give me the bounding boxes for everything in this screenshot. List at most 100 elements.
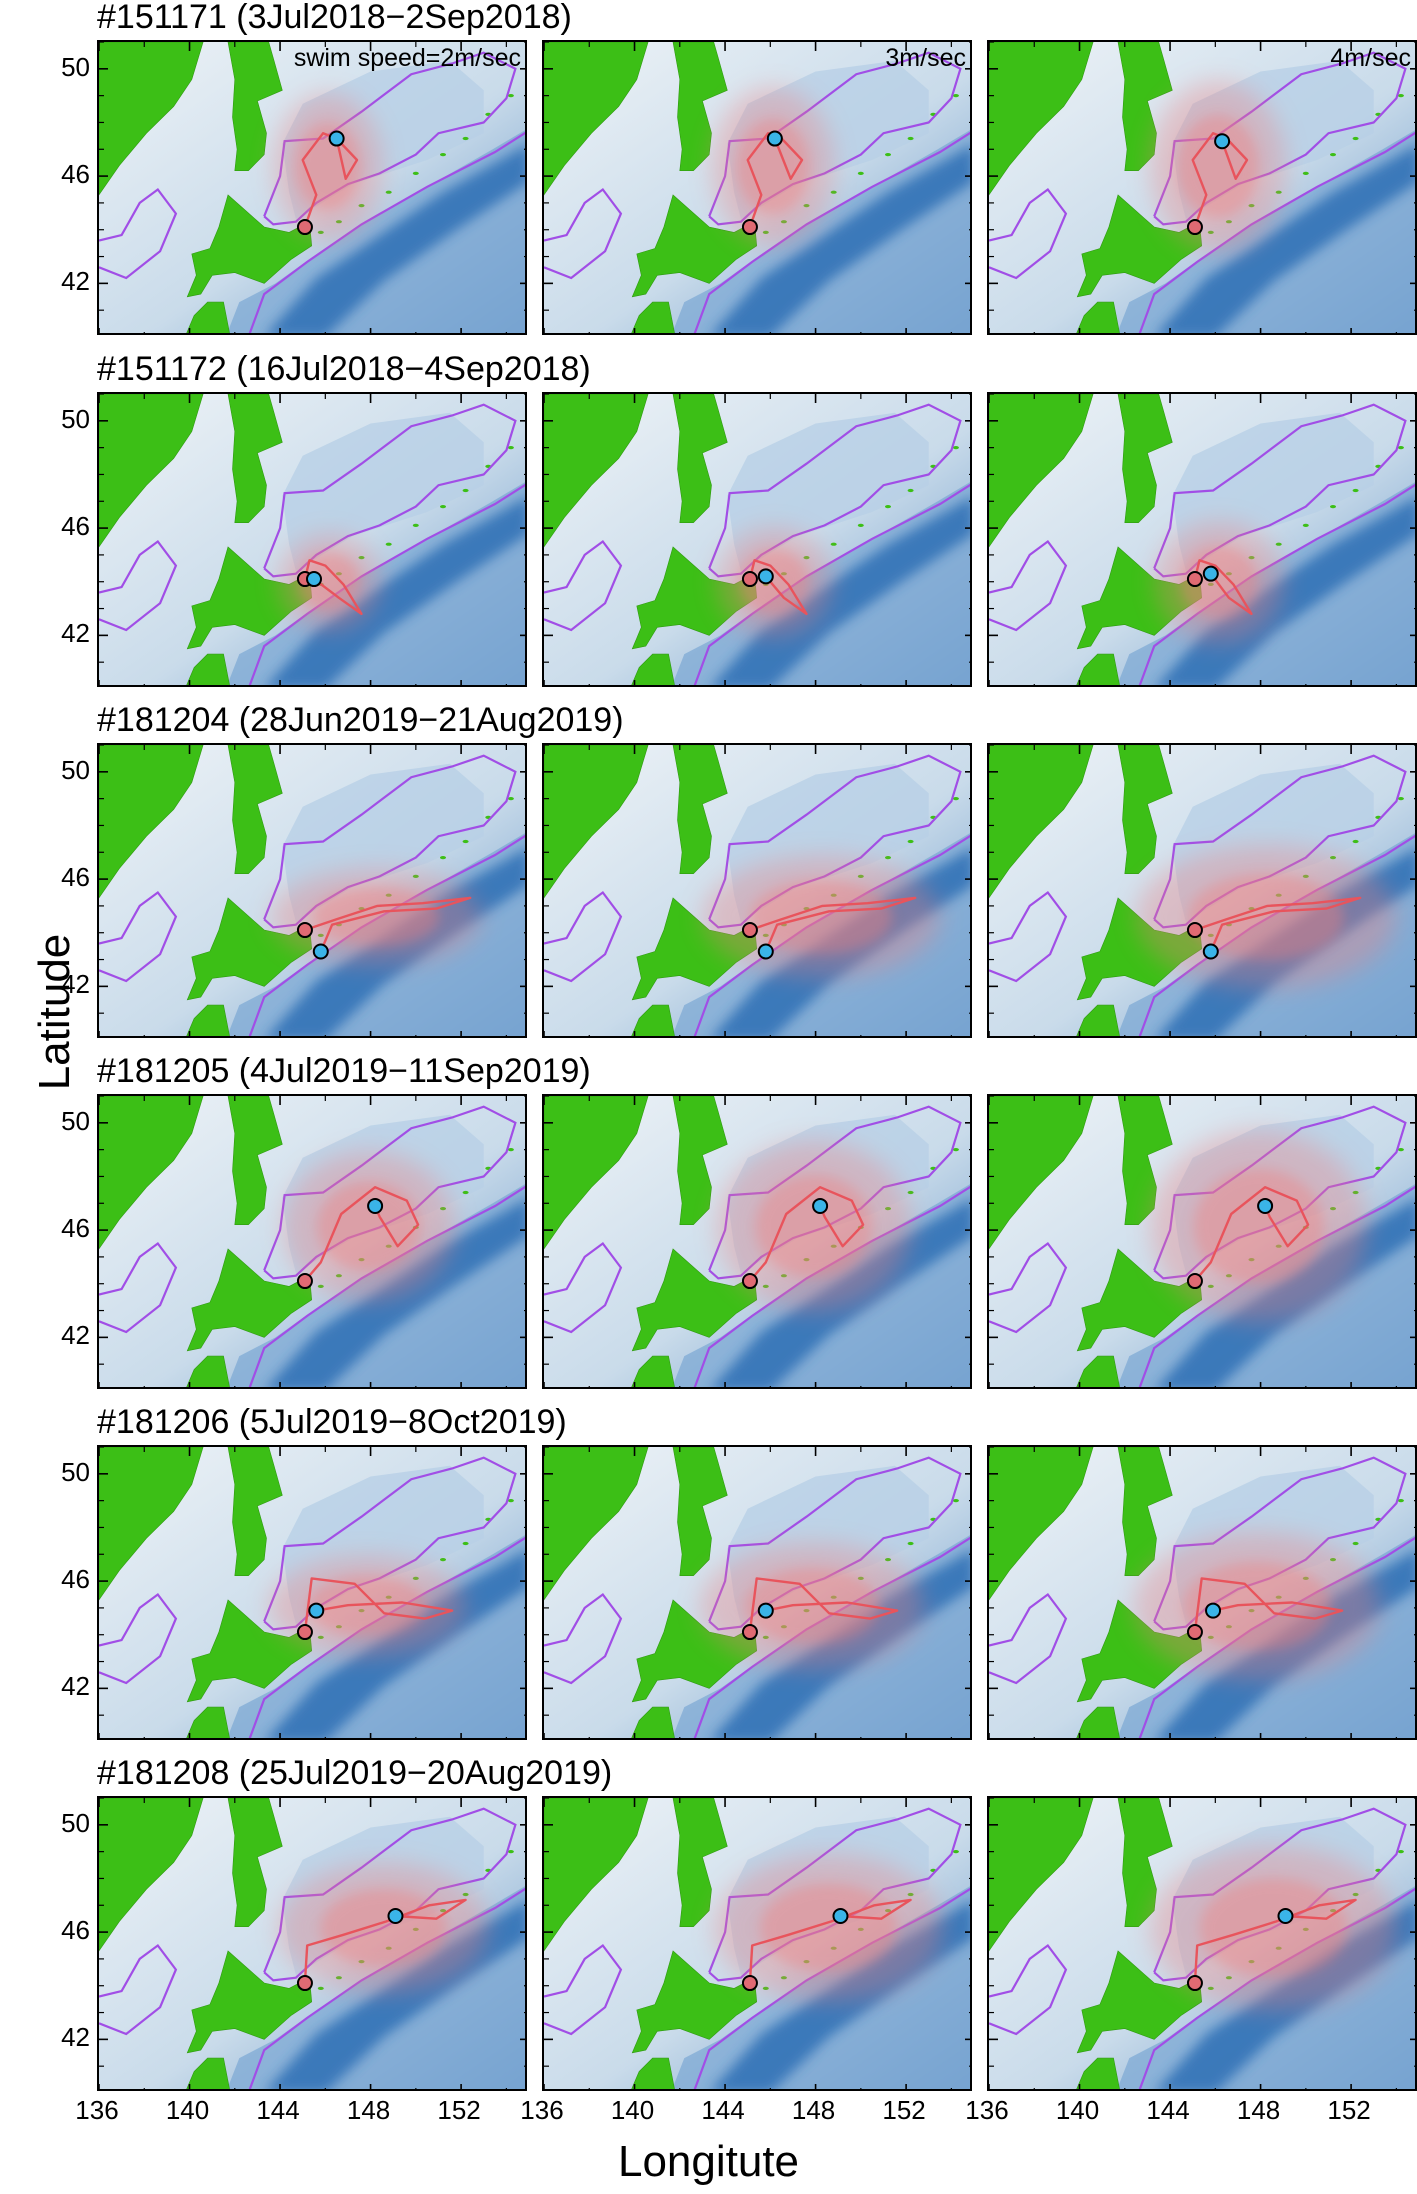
kuril-island [907, 839, 914, 844]
density-inner [739, 549, 809, 616]
land [631, 1355, 675, 1387]
x-tick-label: 148 [346, 2095, 391, 2125]
y-tick-label: 50 [61, 1105, 90, 1136]
density-inner [312, 887, 440, 946]
kuril-island [412, 523, 419, 527]
density-inner [317, 1181, 421, 1272]
y-axis-title: Latitude [30, 933, 79, 1091]
land [631, 194, 758, 298]
depth-contour [99, 890, 178, 983]
kuril-island [440, 856, 446, 860]
land [544, 745, 649, 899]
map-panel [987, 743, 1417, 1038]
kuril-island [1397, 446, 1404, 450]
land [99, 1798, 204, 1952]
kuril-island [440, 153, 446, 157]
end-marker [832, 1908, 849, 1924]
kuril-island [1397, 797, 1404, 801]
map-svg [544, 1096, 970, 1387]
density-inner [1199, 1878, 1348, 1978]
land [989, 1447, 1094, 1601]
track-line [303, 1577, 454, 1633]
row-title: #151172 (16Jul2018−4Sep2018) [97, 350, 591, 388]
end-marker [367, 1197, 384, 1214]
land [186, 1248, 313, 1352]
track-line [748, 1577, 899, 1633]
depth-contour [989, 890, 1068, 983]
map-svg [99, 1447, 525, 1738]
map-panel [97, 392, 527, 687]
start-marker [296, 1975, 313, 1992]
land [99, 394, 204, 548]
track-line [748, 1185, 865, 1282]
x-tick-label: 136 [965, 2095, 1009, 2125]
kuril-island [462, 839, 469, 844]
kuril-island [462, 1190, 469, 1195]
kuril-island [462, 136, 469, 141]
land [544, 42, 649, 196]
kuril-island [907, 1541, 914, 1546]
x-tick-label: 152 [437, 2095, 481, 2125]
land [227, 394, 283, 523]
land [631, 301, 675, 333]
map-panel [97, 1445, 527, 1740]
land [1076, 1355, 1120, 1387]
map-panel: 3m/sec [542, 40, 972, 335]
kuril-island [952, 446, 959, 450]
depth-contour [99, 539, 178, 632]
kuril-island [1302, 171, 1309, 175]
x-tick-label: 144 [256, 2095, 300, 2125]
y-tick-label: 46 [61, 1213, 90, 1244]
end-marker [1257, 1197, 1274, 1214]
kuril-island [507, 1148, 514, 1152]
kuril-island [907, 136, 914, 141]
land [631, 2057, 675, 2089]
land [1076, 1004, 1120, 1036]
start-marker [741, 219, 758, 236]
depth-contour [989, 187, 1068, 280]
track-line [1194, 896, 1362, 952]
start-marker [296, 1624, 313, 1641]
x-tick-label: 136 [75, 2095, 119, 2125]
depth-contour [544, 890, 623, 983]
map-panel [542, 743, 972, 1038]
speed-label: swim speed=2m/sec [293, 44, 521, 72]
land [186, 1950, 313, 2054]
land [186, 301, 230, 333]
y-tick-label: 50 [61, 754, 90, 785]
kuril-island [462, 1541, 469, 1546]
map-svg [989, 1798, 1415, 2089]
land [227, 42, 283, 171]
land [672, 1447, 728, 1576]
y-tick-label: 50 [61, 51, 90, 82]
row-title: #181208 (25Jul2019−20Aug2019) [97, 1754, 613, 1792]
density-inner [1193, 1168, 1324, 1285]
land [1117, 1447, 1173, 1576]
kuril-island [952, 1850, 959, 1854]
map-svg [989, 394, 1415, 685]
kuril-island [1330, 505, 1336, 509]
density-inner [744, 1568, 880, 1645]
kuril-island [507, 1850, 514, 1854]
map-svg [544, 1447, 970, 1738]
map-panel [97, 743, 527, 1038]
speed-label: 3m/sec [885, 44, 966, 72]
start-marker [741, 571, 758, 588]
map-panel [542, 1445, 972, 1740]
depth-contour [544, 187, 623, 280]
map-svg [99, 394, 525, 685]
density-inner [295, 122, 361, 210]
y-tick-label: 42 [61, 969, 90, 1000]
y-tick-label: 42 [61, 618, 90, 649]
density-inner [1183, 1561, 1332, 1651]
land [1076, 653, 1120, 685]
x-tick-label: 148 [1236, 2095, 1281, 2125]
kuril-island [830, 190, 837, 194]
kuril-island [385, 190, 392, 194]
kuril-island [952, 1499, 959, 1503]
land [989, 745, 1094, 899]
kuril-island [507, 797, 514, 801]
land [1076, 1706, 1120, 1738]
track-line [748, 1898, 912, 1984]
start-marker [1186, 571, 1203, 588]
